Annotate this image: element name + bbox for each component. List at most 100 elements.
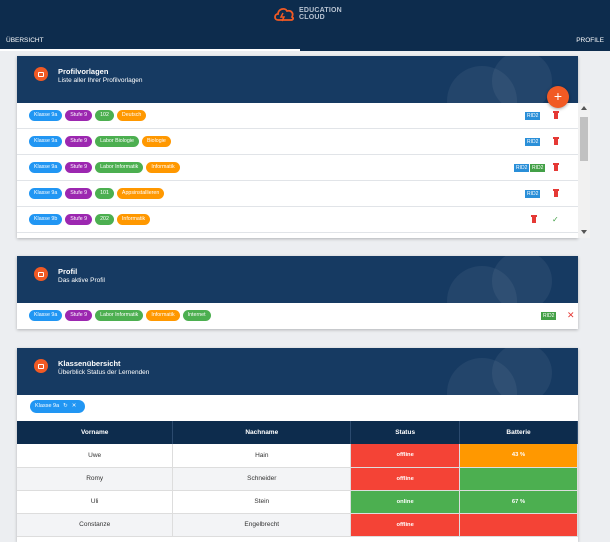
class-overview-subtitle: Überblick Status der Lernenden [58,369,150,376]
cell-status: offline [350,513,461,537]
template-row[interactable]: Klasse 9a Stufe 9 Labor Informatik Informat… [17,155,578,181]
profile-card: Profil Das aktive Profil Klasse 9a Stufe … [17,256,578,329]
tag-chip: Internet [182,310,211,321]
tag-chip: 102 [95,110,114,121]
templates-card: Profilvorlagen Liste aller Ihrer Profilv… [17,56,578,238]
tag-chip: Stufe 9 [65,310,93,321]
rid-badge: RID2 [525,138,541,146]
column-header-vorname[interactable]: Vorname [17,421,174,444]
cell-vorname: Uwe [17,444,174,468]
cell-nachname: Schneider [172,467,352,491]
table-row[interactable]: Romy Schneider offline [17,467,578,491]
class-overview-title: Klassenübersicht [58,359,121,368]
templates-icon [34,67,48,81]
profile-icon [34,267,48,281]
rid-badge: RID2 [525,112,541,120]
column-header-batterie[interactable]: Batterie [459,421,578,444]
column-header-status[interactable]: Status [350,421,461,444]
cell-vorname: Uli [17,490,174,514]
activate-check-icon[interactable]: ✓ [552,215,559,224]
cell-status: offline [350,444,461,468]
logo-text-line2: CLOUD [299,14,325,21]
column-header-nachname[interactable]: Nachname [172,421,352,444]
class-filter-chip[interactable]: Klasse 9a ↻ ✕ [30,400,86,413]
tag-chip: Labor Biologie [95,136,139,147]
deactivate-profile-icon[interactable]: ✕ [567,310,575,320]
cell-vorname: Romy [17,467,174,491]
tag-chip: Appsinstallieren [116,188,165,199]
tag-chip: Stufe 9 [65,162,93,173]
active-tab-indicator [0,49,300,51]
education-cloud-logo: EDUCATION CLOUD [273,5,342,23]
cell-batterie: 43 % [459,444,578,468]
tag-chip: Labor Informatik [95,310,144,321]
class-filter-label: Klasse 9a [35,403,60,409]
delete-trash-icon[interactable] [553,189,559,197]
profile-subtitle: Das aktive Profil [58,277,105,284]
add-template-button[interactable]: + [547,86,569,108]
template-row[interactable]: Klasse 9a Stufe 9 102 Deutsch RID2 [17,103,578,129]
scroll-up-icon[interactable] [581,106,587,110]
tag-chip: Biologie [141,136,171,147]
tag-chip: Klasse 9a [29,310,63,321]
tag-chip: Klasse 9a [29,162,63,173]
table-row[interactable]: Uwe Hain offline 43 % [17,444,578,468]
delete-trash-icon[interactable] [553,111,559,119]
tag-chip: 101 [95,188,114,199]
scroll-down-icon[interactable] [581,230,587,234]
template-row[interactable]: Klasse 9b Stufe 9 202 Informatik ✓ [17,207,578,233]
class-overview-icon [34,359,48,373]
cell-status: online [350,490,461,514]
class-overview-header: Klassenübersicht Überblick Status der Le… [17,348,578,395]
cell-batterie: 67 % [459,490,578,514]
active-profile-row: Klasse 9a Stufe 9 Labor Informatik Informat… [17,303,578,329]
tag-chip: Deutsch [116,110,147,121]
templates-subtitle: Liste aller Ihrer Profilvorlagen [58,77,143,84]
cell-status: offline [350,467,461,491]
tab-uebersicht[interactable]: ÜBERSICHT [6,37,44,44]
tag-chip: Klasse 9b [29,214,63,225]
tag-chip: Informatik [146,310,180,321]
cloud-logo-icon [273,5,295,23]
templates-card-header: Profilvorlagen Liste aller Ihrer Profilv… [17,56,578,103]
profile-card-header: Profil Das aktive Profil [17,256,578,303]
scrollbar-thumb[interactable] [580,117,588,161]
rid-badge: RID2 [525,190,541,198]
table-header-row: Vorname Nachname Status Batterie [17,421,578,444]
delete-trash-icon[interactable] [553,163,559,171]
delete-trash-icon[interactable] [531,215,537,223]
rid-badge: RID2 [514,164,530,172]
tag-chip: Klasse 9a [29,110,63,121]
profile-title: Profil [58,267,78,276]
template-row[interactable]: Klasse 9a Stufe 9 Labor Biologie Biologie RI… [17,129,578,155]
student-table: Vorname Nachname Status Batterie Uwe Hai… [17,421,578,537]
template-list-scrollbar[interactable] [578,103,590,238]
cell-batterie [459,513,578,537]
rid-badge: RID2 [530,164,546,172]
tag-chip: 202 [95,214,114,225]
delete-trash-icon[interactable] [553,137,559,145]
tag-chip: Informatik [146,162,180,173]
tag-chip: Labor Informatik [95,162,144,173]
logo-text-line1: EDUCATION [299,7,342,14]
tab-profile[interactable]: PROFILE [576,37,604,44]
cell-batterie [459,467,578,491]
cell-vorname: Constanze [17,513,174,537]
template-row[interactable]: Klasse 9a Stufe 9 101 Appsinstallieren RID2 [17,181,578,207]
table-row[interactable]: Uli Stein online 67 % [17,490,578,514]
templates-title: Profilvorlagen [58,67,109,76]
top-app-bar: EDUCATION CLOUD ÜBERSICHT PROFILE [0,0,610,51]
remove-filter-icon[interactable]: ✕ [71,403,77,409]
refresh-icon[interactable]: ↻ [63,403,68,409]
profile-chip-list: Klasse 9a Stufe 9 Labor Informatik Informat… [29,310,214,321]
tag-chip: Stufe 9 [65,110,93,121]
cell-nachname: Stein [172,490,352,514]
table-row[interactable]: Constanze Engelbrecht offline [17,513,578,537]
template-list: Klasse 9a Stufe 9 102 Deutsch RID2 Klasse 9a… [17,103,578,238]
profile-rid-badge: RID2 [541,312,557,320]
tag-chip: Stufe 9 [65,188,93,199]
cell-nachname: Engelbrecht [172,513,352,537]
tag-chip: Stufe 9 [65,214,93,225]
tag-chip: Klasse 9a [29,136,63,147]
tag-chip: Informatik [116,214,151,225]
